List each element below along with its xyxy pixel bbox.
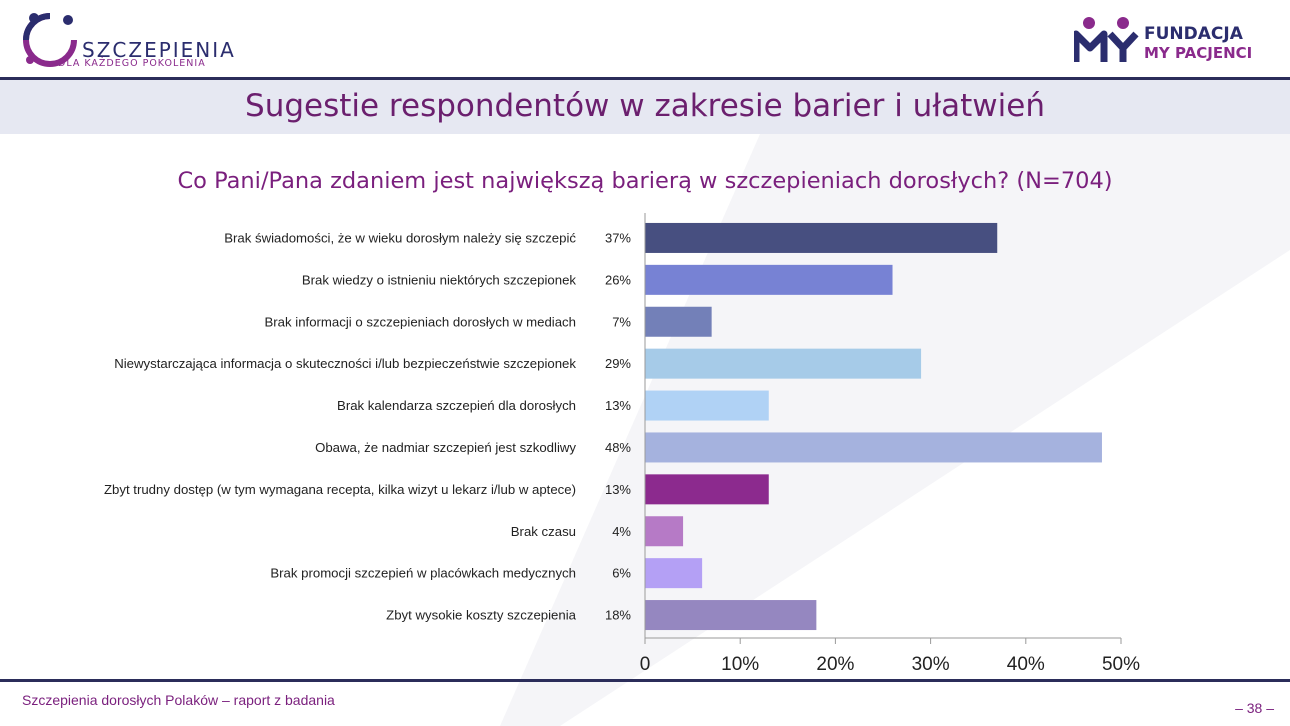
value-label: 6% <box>612 566 631 581</box>
value-label: 13% <box>605 482 631 497</box>
category-label: Zbyt wysokie koszty szczepienia <box>386 608 576 623</box>
brand-logo-left: SZCZEPIENIA DLA KAŻDEGO POKOLENIA <box>18 8 258 74</box>
title-band: Sugestie respondentów w zakresie barier … <box>0 80 1290 134</box>
category-label: Brak wiedzy o istnieniu niektórych szcze… <box>302 272 577 287</box>
bar <box>645 474 769 505</box>
x-tick-label: 30% <box>912 654 950 670</box>
x-tick-label: 0 <box>640 654 651 670</box>
bar <box>645 264 893 295</box>
bar <box>645 432 1102 463</box>
brand-right-line2: MY PACJENCI <box>1144 44 1253 62</box>
x-tick-label: 10% <box>721 654 759 670</box>
category-label: Brak świadomości, że w wieku dorosłym na… <box>224 230 576 245</box>
x-tick-label: 50% <box>1102 654 1140 670</box>
x-tick-label: 40% <box>1007 654 1045 670</box>
category-label: Brak informacji o szczepieniach dorosłyc… <box>264 314 576 329</box>
category-label: Obawa, że nadmiar szczepień jest szkodli… <box>315 440 576 455</box>
header-divider <box>0 77 1290 80</box>
footer-text: Szczepienia dorosłych Polaków – raport z… <box>22 692 335 708</box>
bar-chart: Brak świadomości, że w wieku dorosłym na… <box>104 213 1140 670</box>
bar <box>645 222 998 253</box>
vaccine-ring-icon <box>23 13 77 67</box>
x-tick-label: 20% <box>816 654 854 670</box>
value-label: 18% <box>605 608 631 623</box>
category-label: Brak kalendarza szczepień dla dorosłych <box>337 398 576 413</box>
brand-logo-right: FUNDACJA MY PACJENCI <box>1074 14 1264 66</box>
value-label: 26% <box>605 272 631 287</box>
bar <box>645 390 769 421</box>
bar <box>645 516 684 547</box>
value-label: 29% <box>605 356 631 371</box>
value-label: 7% <box>612 314 631 329</box>
value-label: 48% <box>605 440 631 455</box>
brand-left-name: SZCZEPIENIA <box>82 38 236 62</box>
value-label: 13% <box>605 398 631 413</box>
footer-divider <box>0 679 1290 682</box>
brand-right-line1: FUNDACJA <box>1144 24 1243 44</box>
chart-title: Co Pani/Pana zdaniem jest największą bar… <box>177 168 1113 194</box>
category-label: Zbyt trudny dostęp (w tym wymagana recep… <box>104 482 576 497</box>
category-label: Brak czasu <box>511 524 576 539</box>
page-title: Sugestie respondentów w zakresie barier … <box>245 88 1045 124</box>
bar <box>645 306 712 337</box>
brand-left-tagline: DLA KAŻDEGO POKOLENIA <box>58 58 206 69</box>
bar <box>645 600 817 631</box>
bar <box>645 348 922 379</box>
page-number: – 38 – <box>1235 700 1274 716</box>
bar <box>645 558 703 589</box>
category-label: Brak promocji szczepień w placówkach med… <box>270 566 576 581</box>
value-label: 37% <box>605 230 631 245</box>
category-label: Niewystarczająca informacja o skutecznoś… <box>114 356 576 371</box>
my-logo-icon <box>1074 17 1139 62</box>
value-label: 4% <box>612 524 631 539</box>
